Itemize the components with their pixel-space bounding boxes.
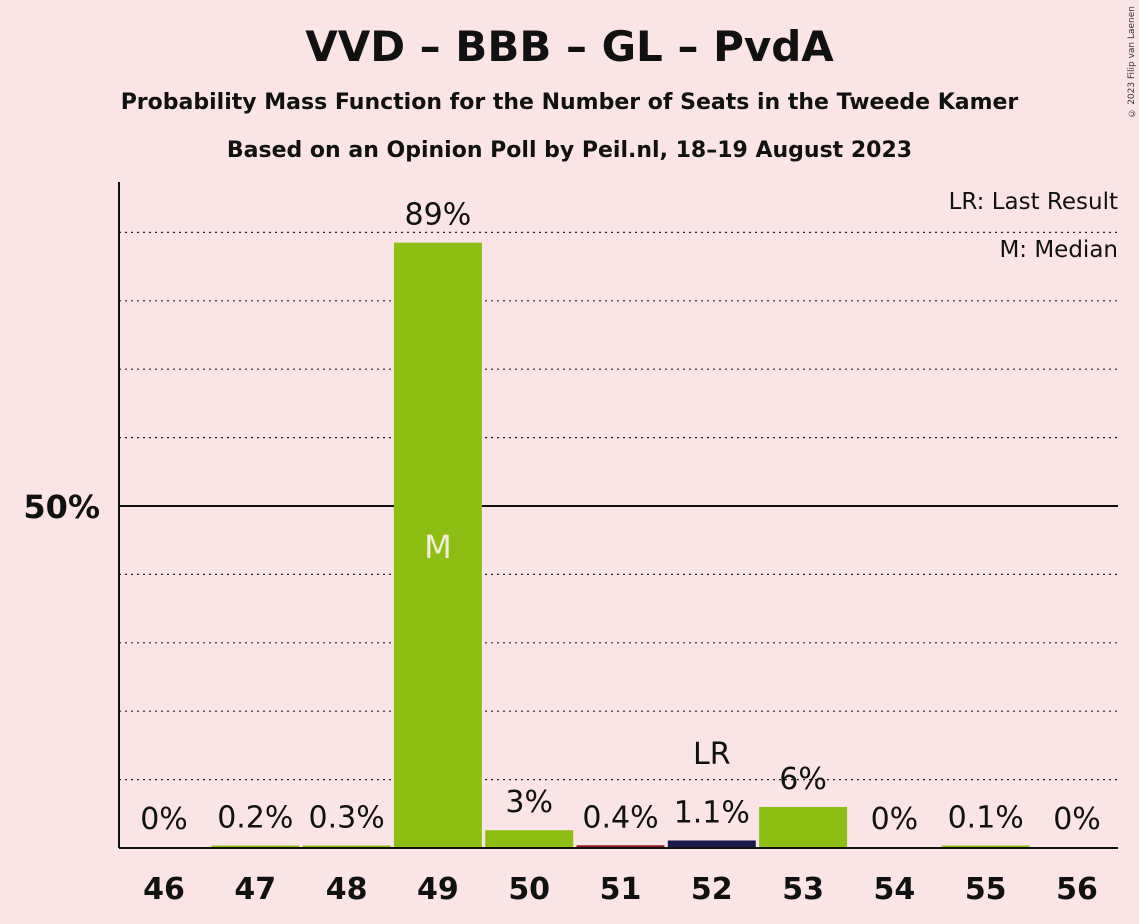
value-label-51: 0.4% bbox=[582, 800, 658, 835]
axes: 46 47 48 49 50 51 52 53 54 55 56 50% bbox=[23, 182, 1118, 907]
bar-53 bbox=[759, 806, 848, 848]
bar-55 bbox=[941, 845, 1030, 848]
bar-48 bbox=[302, 845, 391, 848]
legend-last-result: LR: Last Result bbox=[949, 189, 1118, 215]
value-label-47: 0.2% bbox=[217, 801, 293, 836]
x-tick-52: 52 bbox=[691, 872, 733, 907]
x-tick-51: 51 bbox=[600, 872, 642, 907]
x-tick-48: 48 bbox=[326, 872, 368, 907]
x-tick-54: 54 bbox=[874, 872, 916, 907]
value-label-53: 6% bbox=[779, 762, 827, 797]
x-tick-49: 49 bbox=[417, 872, 459, 907]
median-marker: M bbox=[424, 528, 452, 566]
bar-51 bbox=[576, 845, 665, 848]
y-tick-50: 50% bbox=[23, 488, 100, 526]
x-tick-53: 53 bbox=[782, 872, 824, 907]
chart-caption: Based on an Opinion Poll by Peil.nl, 18–… bbox=[226, 138, 913, 163]
bars bbox=[211, 242, 1030, 848]
gridlines bbox=[119, 231, 1118, 781]
value-label-56: 0% bbox=[1053, 802, 1101, 837]
value-label-55: 0.1% bbox=[948, 801, 1024, 836]
value-label-52: 1.1% bbox=[674, 795, 750, 830]
value-label-54: 0% bbox=[871, 802, 919, 837]
bar-49 bbox=[393, 242, 482, 848]
x-tick-50: 50 bbox=[508, 872, 550, 907]
value-label-49: 89% bbox=[405, 198, 472, 233]
chart-subtitle: Probability Mass Function for the Number… bbox=[120, 90, 1019, 115]
x-tick-47: 47 bbox=[234, 872, 276, 907]
bar-50 bbox=[485, 830, 574, 848]
bar-52 bbox=[667, 840, 756, 848]
x-tick-56: 56 bbox=[1056, 872, 1098, 907]
value-label-50: 3% bbox=[505, 785, 553, 820]
x-tick-55: 55 bbox=[965, 872, 1007, 907]
legend-median: M: Median bbox=[999, 237, 1118, 263]
value-label-48: 0.3% bbox=[308, 801, 384, 836]
bar-47 bbox=[211, 845, 300, 848]
x-tick-46: 46 bbox=[143, 872, 185, 907]
chart-title: VVD – BBB – GL – PvdA bbox=[305, 22, 834, 71]
value-label-46: 0% bbox=[140, 802, 188, 837]
value-labels: 0% 0.2% 0.3% 89% M 3% 0.4% 1.1% LR 6% 0% 0.1% 0% bbox=[140, 198, 1101, 837]
last-result-marker: LR bbox=[693, 737, 731, 772]
